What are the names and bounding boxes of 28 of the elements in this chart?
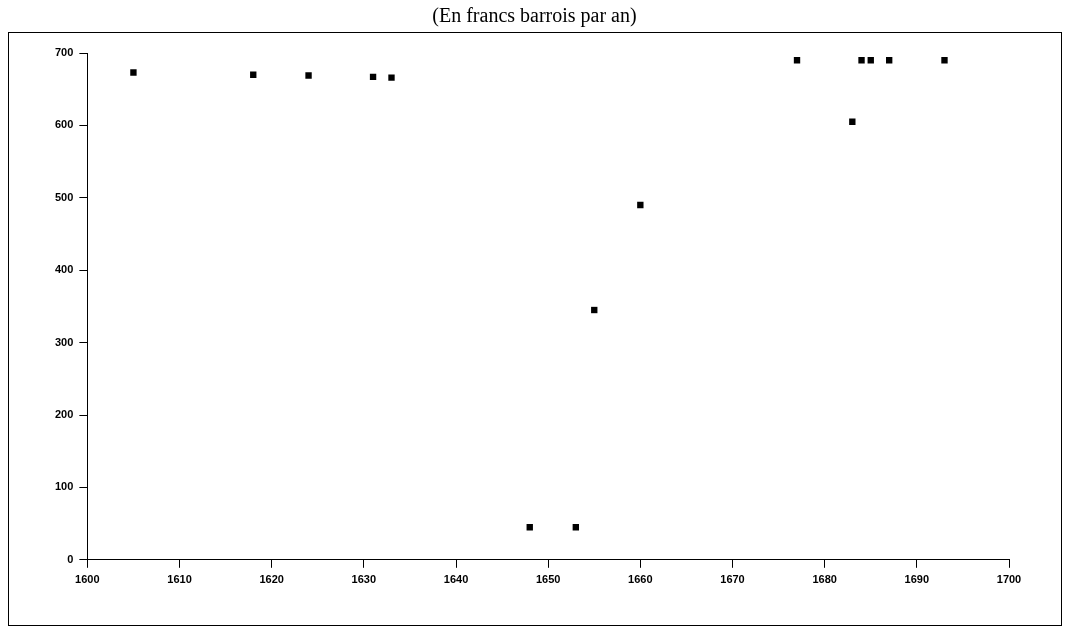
chart-title: (En francs barrois par an)	[431, 4, 638, 27]
point	[637, 201, 644, 209]
x-tick-label: 1630	[351, 573, 377, 586]
x-tick-label: 1660	[628, 573, 653, 586]
y-tick-label: 200	[54, 408, 74, 421]
x-tick-label: 1670	[720, 573, 745, 586]
x-tick-label: 1610	[167, 573, 192, 586]
x-tick-label: 1620	[259, 573, 284, 586]
x-tick-label: 1680	[812, 573, 837, 586]
y-tick-label: 400	[54, 263, 74, 276]
point	[130, 69, 137, 76]
y-tick-label: 0	[67, 552, 74, 565]
x-tick-label: 1600	[75, 573, 100, 586]
y-tick-label: 300	[54, 335, 74, 348]
point	[849, 118, 856, 125]
y-tick-label: 500	[54, 190, 74, 203]
y-tick-label: 700	[54, 46, 74, 59]
y-tick-label: 100	[54, 480, 74, 493]
x-tick-label: 1650	[535, 573, 561, 586]
y-tick-label: 600	[54, 118, 74, 131]
point	[250, 71, 257, 78]
x-tick-label: 1700	[996, 573, 1022, 586]
point	[388, 74, 395, 81]
x-tick-label: 1690	[904, 573, 930, 586]
point	[941, 57, 948, 64]
point	[858, 57, 865, 64]
point	[305, 72, 312, 79]
x-tick-label: 1640	[443, 573, 469, 586]
